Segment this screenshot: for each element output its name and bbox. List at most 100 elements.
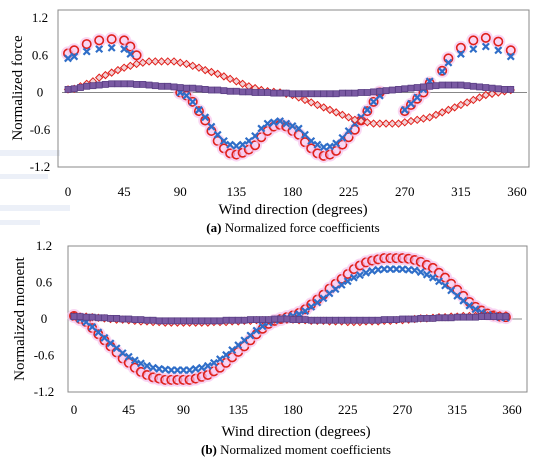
x-marker xyxy=(246,331,255,340)
diamond-marker xyxy=(456,100,466,110)
square-marker xyxy=(420,83,427,91)
x-marker xyxy=(300,130,309,139)
x-marker xyxy=(64,54,72,63)
square-marker xyxy=(307,90,315,98)
x-marker xyxy=(234,341,243,350)
x-marker xyxy=(386,265,395,274)
square-marker xyxy=(155,317,163,325)
square-marker xyxy=(176,84,184,91)
x-marker xyxy=(471,305,480,314)
panel-caption: (a) Normalized force coefficients xyxy=(206,220,379,235)
diamond-marker xyxy=(238,79,247,89)
square-marker xyxy=(158,82,165,90)
y-tick-labels: 1.2 0.6 0 -0.6 -1.2 xyxy=(34,238,55,399)
square-marker xyxy=(277,315,285,323)
diamond-marker xyxy=(375,119,385,128)
diamond-marker xyxy=(319,103,328,112)
x-marker xyxy=(82,47,91,56)
diamond-marker xyxy=(388,119,397,128)
square-marker xyxy=(344,316,352,324)
x-marker xyxy=(400,105,409,114)
diamond-marker xyxy=(176,58,185,67)
square-marker xyxy=(174,317,181,325)
square-marker xyxy=(413,84,421,91)
x-marker xyxy=(435,277,443,286)
square-marker xyxy=(451,81,459,89)
square-marker xyxy=(459,313,467,321)
data-marks xyxy=(61,30,518,163)
square-marker xyxy=(133,81,140,88)
x-marker xyxy=(263,119,272,128)
x-axis-label: Wind direction (degrees) xyxy=(218,202,367,218)
x-marker xyxy=(136,359,145,368)
x-marker xyxy=(416,268,425,277)
square-marker xyxy=(232,87,240,95)
x-marker xyxy=(179,366,188,375)
x-marker xyxy=(194,105,203,114)
x-marker xyxy=(459,296,468,305)
square-marker xyxy=(380,316,388,324)
square-marker xyxy=(283,315,291,323)
diamond-marker xyxy=(144,57,154,66)
x-marker xyxy=(161,365,170,374)
x-marker xyxy=(407,99,415,108)
square-marker xyxy=(405,315,412,323)
x-marker xyxy=(167,366,176,375)
diamond-marker xyxy=(194,63,204,72)
diamond-marker xyxy=(419,114,428,123)
x-marker xyxy=(428,273,437,282)
square-marker xyxy=(502,313,510,320)
square-marker xyxy=(484,313,492,320)
x-marker xyxy=(331,285,340,294)
diamond-marker xyxy=(350,115,360,125)
x-marker xyxy=(124,352,133,361)
square-marker xyxy=(363,89,371,96)
x-marker xyxy=(222,350,231,359)
diamond-marker xyxy=(200,65,210,75)
diamond-marker xyxy=(475,93,484,102)
circle-marker xyxy=(455,42,466,53)
square-marker xyxy=(183,84,190,92)
diamond-marker xyxy=(381,119,391,128)
square-marker xyxy=(131,316,139,324)
x-marker xyxy=(251,131,260,140)
x-marker xyxy=(444,58,453,67)
x-marker xyxy=(456,50,465,58)
square-marker xyxy=(88,313,96,321)
x-marker xyxy=(282,119,291,128)
x-tick-label: 360 xyxy=(502,402,522,417)
x-marker xyxy=(343,277,352,286)
square-marker xyxy=(120,80,128,88)
circle-marker xyxy=(293,129,304,140)
square-marker xyxy=(445,81,452,89)
square-marker xyxy=(332,316,339,324)
diamond-marker xyxy=(119,63,129,72)
x-marker xyxy=(228,346,237,355)
diamond-marker xyxy=(300,95,310,105)
x-marker xyxy=(355,271,364,280)
x-tick-label: 90 xyxy=(177,402,190,417)
square-marker xyxy=(180,317,187,325)
y-tick-labels: 1.2 0.6 0 -0.6 -1.2 xyxy=(30,10,51,174)
x-marker xyxy=(332,139,341,148)
diamond-marker xyxy=(182,59,191,69)
square-marker xyxy=(82,313,90,321)
square-marker xyxy=(356,316,364,324)
panel-caption: (b) Normalized moment coefficients xyxy=(201,442,391,457)
square-marker xyxy=(295,90,303,98)
x-marker xyxy=(107,43,116,52)
diamond-marker xyxy=(107,68,116,77)
x-marker xyxy=(216,355,224,364)
circle-marker xyxy=(362,106,373,117)
x-marker xyxy=(126,50,135,58)
square-marker xyxy=(151,82,159,90)
square-marker xyxy=(388,86,396,94)
diamond-marker xyxy=(344,113,353,122)
x-marker xyxy=(185,366,194,375)
square-marker xyxy=(494,85,502,93)
diamond-marker xyxy=(307,98,316,107)
square-marker xyxy=(307,316,315,324)
x-tick-label: 135 xyxy=(227,184,247,199)
diamond-marker xyxy=(462,98,472,107)
x-marker xyxy=(120,45,129,54)
